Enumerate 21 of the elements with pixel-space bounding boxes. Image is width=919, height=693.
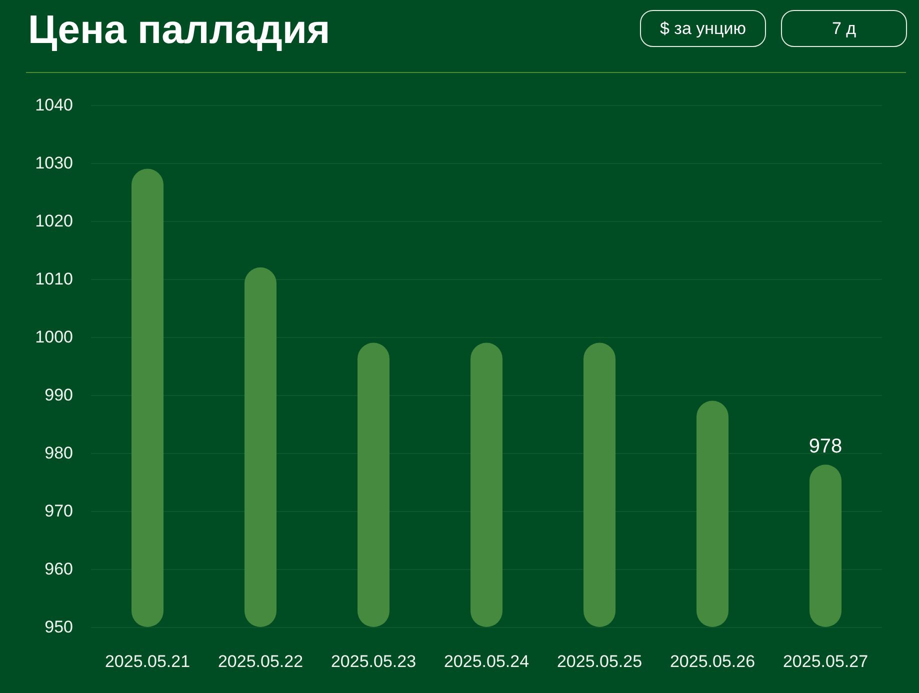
y-tick-label: 1000 [35,328,73,346]
x-tick-label: 2025.05.24 [444,652,530,671]
y-tick-label: 970 [44,502,73,520]
y-tick-label: 1020 [35,212,73,230]
y-tick-label: 990 [44,386,73,404]
x-tick-label: 2025.05.22 [218,652,304,671]
y-tick-label: 1030 [35,154,73,172]
x-tick-label: 2025.05.27 [782,652,868,671]
y-tick-label: 1040 [35,96,73,114]
unit-selector-button: $ за унцию [640,10,766,47]
y-tick-label: 1010 [35,270,73,288]
chart-title: Цена палладия [28,7,330,54]
period-selector-button: 7 д [781,10,907,47]
data-label: 978 [808,436,842,458]
y-tick-label: 960 [44,560,73,578]
x-tick-label: 2025.05.26 [670,652,756,671]
x-tick-label: 2025.05.21 [104,652,190,671]
x-tick-label: 2025.05.25 [556,652,642,671]
y-tick-label: 980 [44,444,73,462]
x-tick-label: 2025.05.23 [330,652,416,671]
y-tick-label: 950 [44,618,73,636]
